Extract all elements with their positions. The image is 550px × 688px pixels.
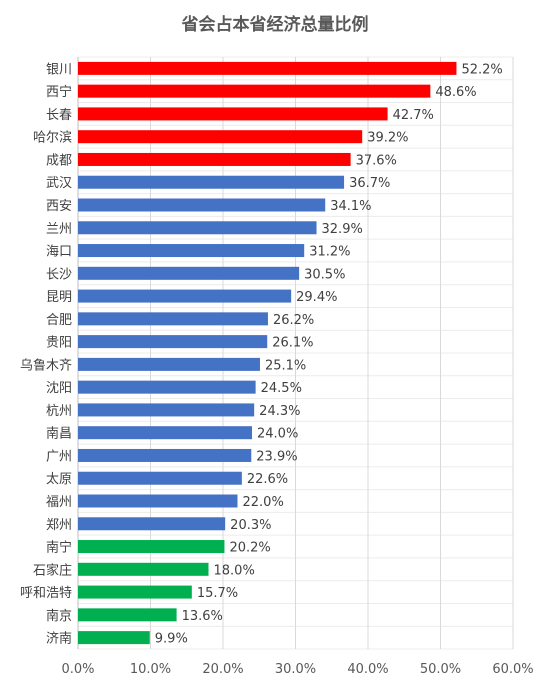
- category-label: 济南: [46, 631, 72, 647]
- x-tick-label: 30.0%: [275, 662, 316, 677]
- bar: [78, 540, 225, 554]
- category-label: 石家庄: [33, 562, 72, 578]
- category-label: 贵阳: [46, 336, 72, 351]
- x-tick-label: 40.0%: [347, 662, 388, 677]
- bar: [78, 84, 431, 98]
- bar: [78, 289, 292, 303]
- x-tick-label: 10.0%: [130, 662, 171, 677]
- data-label: 42.7%: [393, 108, 434, 123]
- data-label: 18.0%: [214, 563, 255, 578]
- bar: [78, 152, 351, 166]
- data-label: 9.9%: [155, 632, 188, 647]
- bar: [78, 335, 268, 349]
- bar: [78, 448, 252, 462]
- bar: [78, 426, 252, 440]
- data-label: 26.1%: [272, 336, 313, 351]
- bar: [78, 562, 209, 576]
- data-label: 32.9%: [322, 222, 363, 237]
- bar: [78, 471, 242, 485]
- data-label: 37.6%: [356, 153, 397, 168]
- data-label: 15.7%: [197, 586, 238, 601]
- category-label: 南京: [46, 608, 72, 624]
- category-label: 呼和浩特: [20, 586, 72, 601]
- x-tick-label: 20.0%: [202, 662, 243, 677]
- bar: [78, 221, 317, 235]
- data-label: 20.2%: [229, 541, 270, 556]
- data-label: 24.3%: [259, 404, 300, 419]
- bar: [78, 312, 268, 326]
- category-label: 西安: [46, 199, 72, 214]
- category-label: 长春: [46, 108, 72, 123]
- category-label: 武汉: [46, 176, 72, 191]
- bar: [78, 403, 255, 417]
- data-label: 20.3%: [230, 518, 271, 533]
- data-label: 48.6%: [435, 85, 476, 100]
- x-tick-label: 60.0%: [492, 662, 533, 677]
- data-label: 22.0%: [243, 495, 284, 510]
- bar: [78, 175, 345, 189]
- data-label: 24.0%: [257, 427, 298, 442]
- category-label: 海口: [46, 245, 72, 260]
- category-label: 乌鲁木齐: [20, 357, 72, 373]
- bar: [78, 107, 388, 121]
- x-tick-label: 0.0%: [61, 662, 94, 677]
- category-label: 银川: [46, 62, 72, 77]
- category-label: 长沙: [46, 267, 72, 282]
- category-label: 郑州: [46, 518, 72, 533]
- data-label: 29.4%: [296, 290, 337, 305]
- category-label: 沈阳: [46, 381, 72, 396]
- data-label: 31.2%: [309, 245, 350, 260]
- chart-title: 省会占本省经济总量比例: [181, 15, 369, 35]
- bar: [78, 357, 260, 371]
- data-label: 52.2%: [461, 62, 502, 77]
- bar: [78, 266, 300, 280]
- data-label: 34.1%: [330, 199, 371, 214]
- data-label: 36.7%: [349, 176, 390, 191]
- category-label: 兰州: [46, 222, 72, 237]
- bar: [78, 244, 305, 258]
- bar: [78, 380, 256, 394]
- category-label: 哈尔滨: [33, 130, 72, 146]
- bar: [78, 198, 326, 212]
- category-label: 太原: [46, 472, 72, 487]
- bar: [78, 130, 363, 144]
- bar: [78, 585, 192, 599]
- category-label: 成都: [46, 153, 72, 168]
- category-label: 合肥: [46, 313, 72, 328]
- data-label: 30.5%: [304, 267, 345, 282]
- data-label: 22.6%: [247, 472, 288, 487]
- data-label: 13.6%: [182, 609, 223, 624]
- data-label: 26.2%: [273, 313, 314, 328]
- bar: [78, 517, 226, 531]
- category-label: 福州: [46, 495, 72, 510]
- bar: [78, 61, 457, 75]
- category-label: 杭州: [46, 404, 72, 419]
- data-label: 24.5%: [261, 381, 302, 396]
- data-label: 39.2%: [367, 131, 408, 146]
- category-label: 南宁: [46, 540, 72, 556]
- bar: [78, 631, 150, 645]
- data-label: 25.1%: [265, 358, 306, 373]
- category-label: 广州: [46, 449, 72, 464]
- bar: [78, 494, 238, 508]
- x-tick-label: 50.0%: [420, 662, 461, 677]
- category-label: 南昌: [46, 426, 72, 442]
- data-label: 23.9%: [256, 449, 297, 464]
- bar: [78, 608, 177, 622]
- category-label: 西宁: [46, 84, 72, 100]
- category-label: 昆明: [46, 290, 72, 305]
